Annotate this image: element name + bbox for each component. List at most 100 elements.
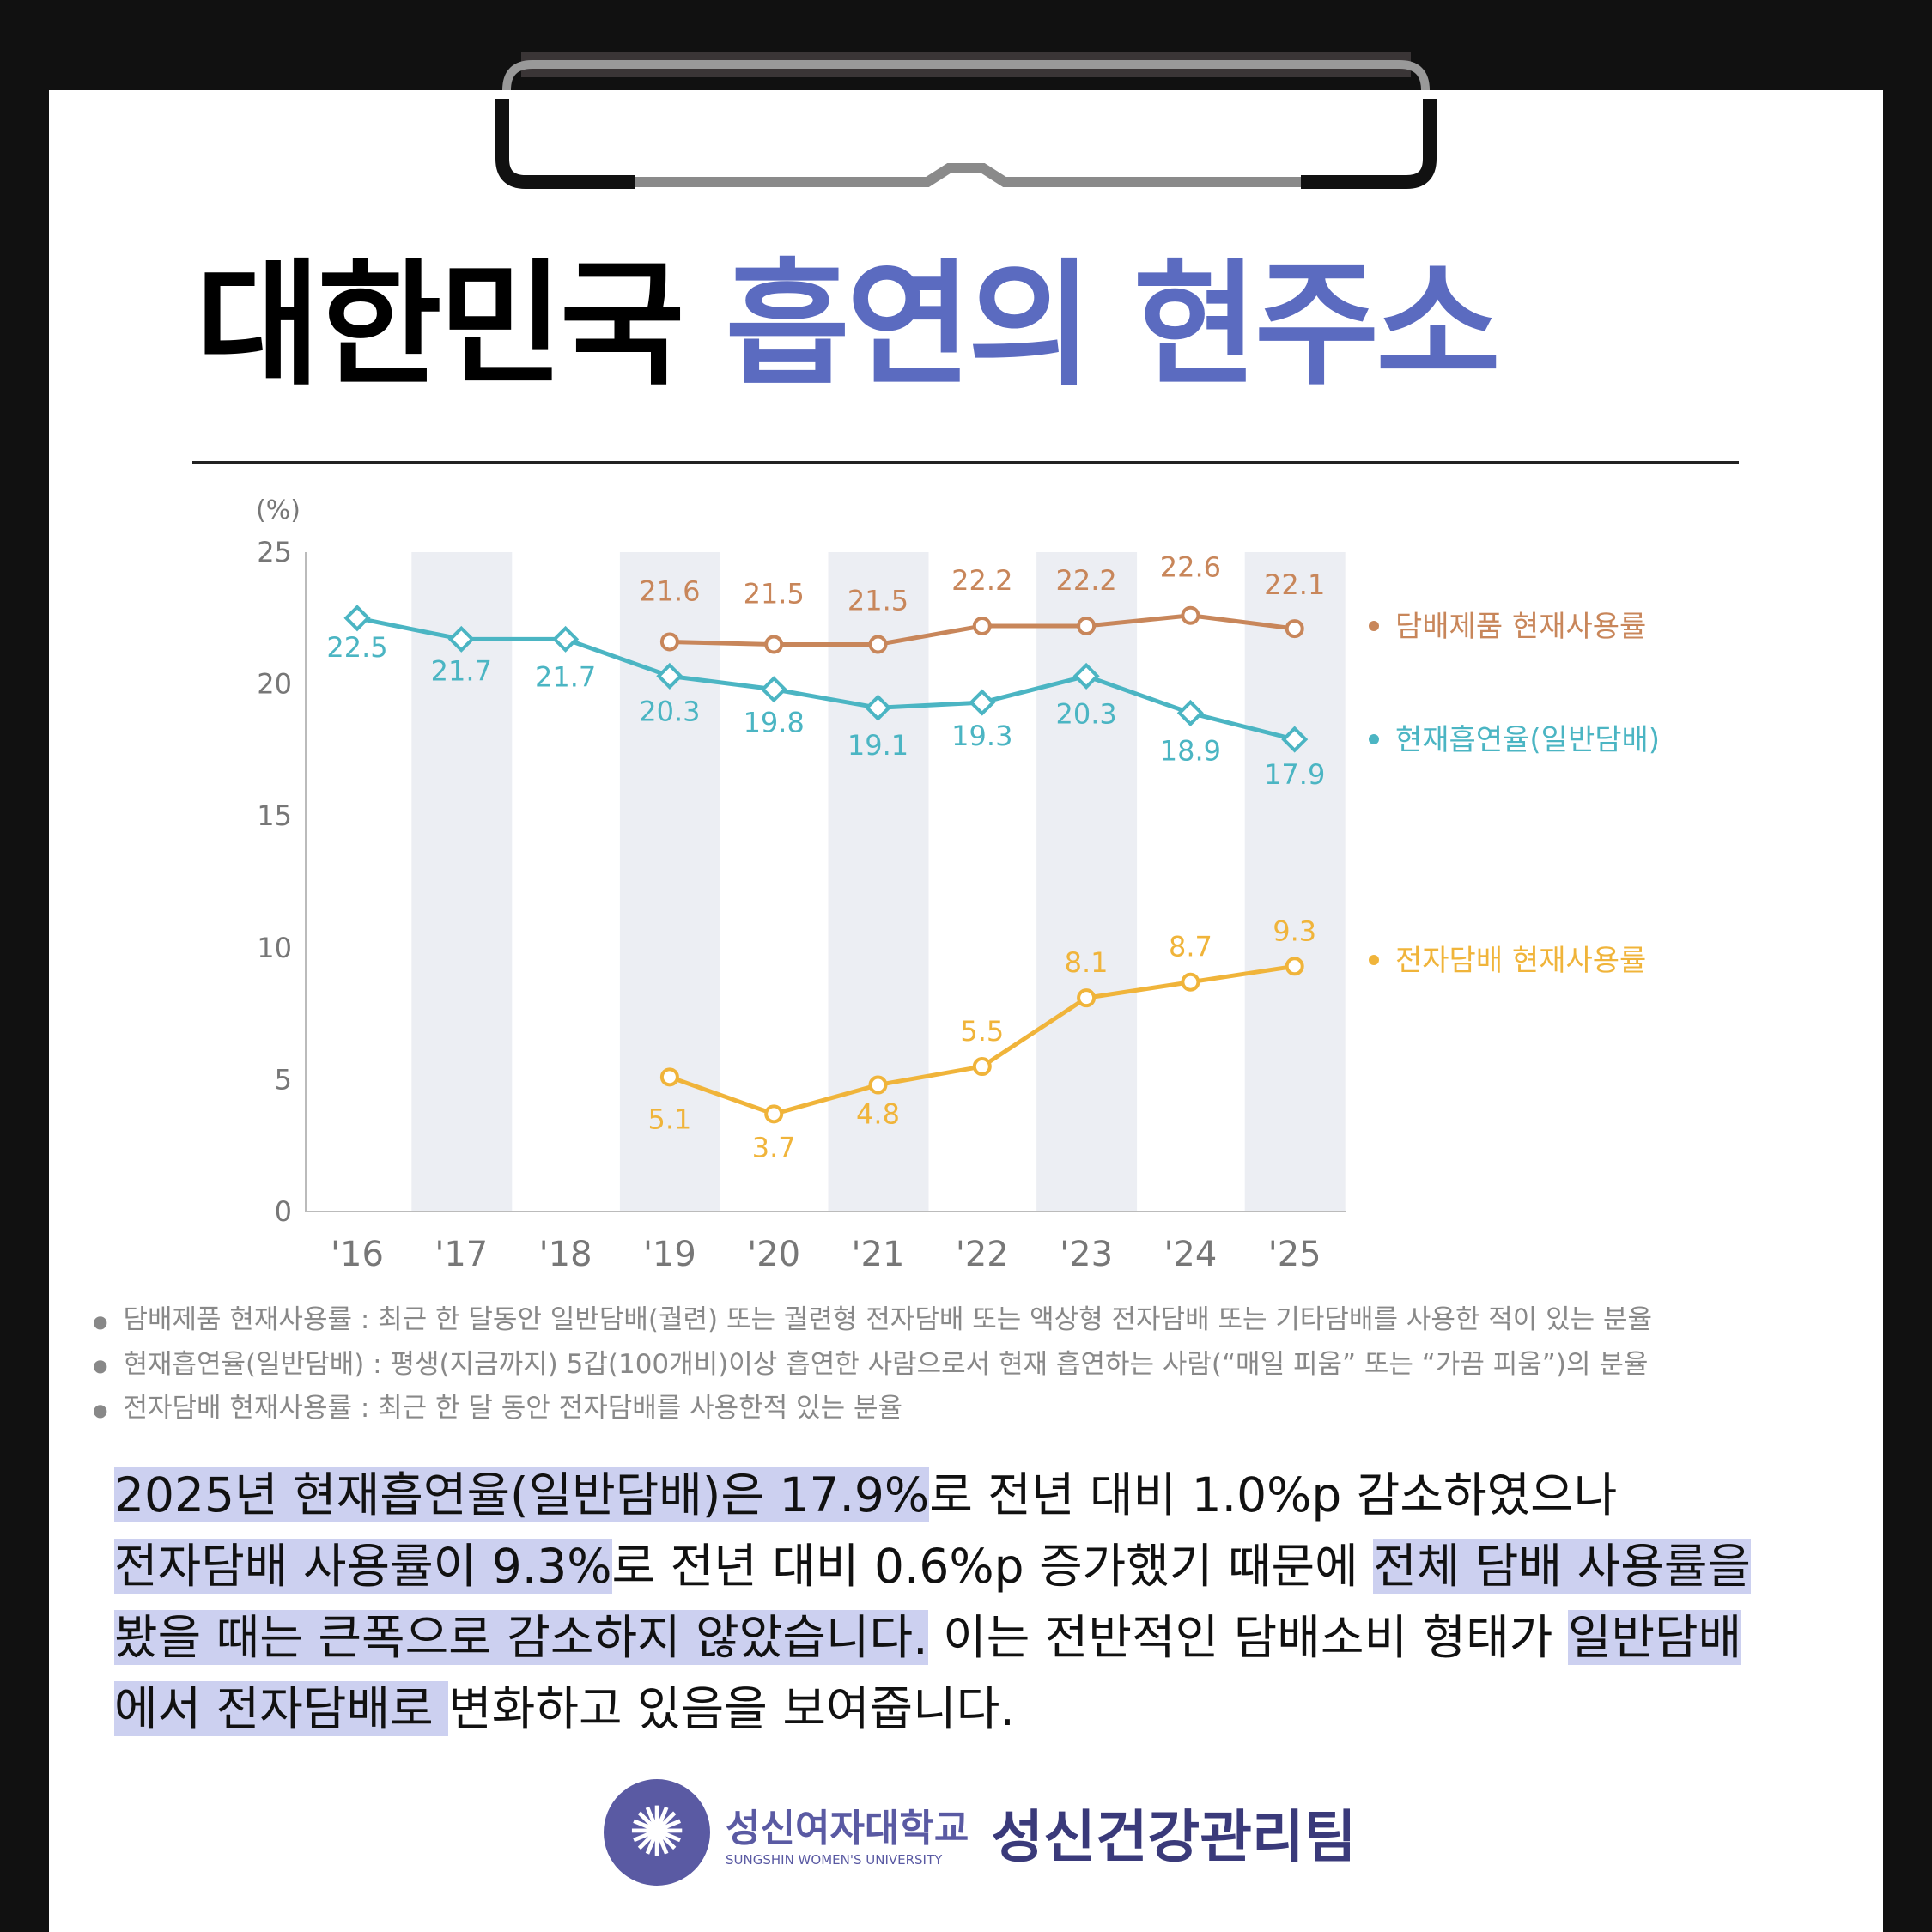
- text: 로 전년 대비 1.0%p 감소하였으나: [929, 1467, 1618, 1522]
- data-label: 4.8: [856, 1098, 900, 1131]
- data-point: [972, 1057, 992, 1077]
- data-label: 17.9: [1264, 758, 1325, 791]
- data-point: [1181, 972, 1200, 992]
- title-blue: 흡연의 현주소: [725, 246, 1500, 404]
- x-tick-label: '20: [747, 1235, 800, 1274]
- x-tick-label: '25: [1268, 1235, 1321, 1274]
- highlight: 2025년 현재흡연율(일반담배)은 17.9%: [114, 1467, 930, 1522]
- data-label: 22.2: [951, 564, 1012, 597]
- data-point: [1077, 988, 1097, 1008]
- y-axis-label: (%): [256, 495, 301, 526]
- data-point: [1181, 605, 1200, 625]
- legend-marker: [1369, 621, 1379, 631]
- highlight: 일반담배: [1567, 1610, 1742, 1665]
- title-black: 대한민국: [196, 246, 684, 404]
- data-point: [1285, 957, 1304, 976]
- data-label: 20.3: [639, 695, 700, 727]
- data-point: [659, 1067, 679, 1087]
- x-tick-label: '17: [434, 1235, 488, 1274]
- page-title: 대한민국 흡연의 현주소: [196, 258, 1501, 393]
- footer-logo: ✺ 성신여자대학교 SUNGSHIN WOMEN'S UNIVERSITY 성신건…: [604, 1779, 1356, 1886]
- x-tick-label: '16: [331, 1235, 384, 1274]
- team-name: 성신건강관리팀: [991, 1804, 1357, 1870]
- university-name-en: SUNGSHIN WOMEN'S UNIVERSITY: [726, 1852, 943, 1868]
- column-band: [411, 552, 513, 1212]
- data-label: 5.1: [647, 1103, 691, 1135]
- legend-marker: [1369, 734, 1379, 744]
- x-tick-label: '22: [956, 1235, 1009, 1274]
- y-tick-label: 0: [275, 1195, 292, 1228]
- data-point: [1176, 699, 1204, 726]
- y-tick-label: 15: [257, 799, 292, 832]
- data-point: [868, 635, 888, 654]
- data-label: 21.7: [535, 660, 596, 693]
- legend-label: 전자담배 현재사용률: [1395, 944, 1646, 978]
- data-label: 22.2: [1055, 564, 1116, 597]
- legend-label: 현재흡연율(일반담배): [1395, 723, 1660, 757]
- y-tick-label: 5: [275, 1063, 292, 1096]
- column-band: [828, 552, 929, 1212]
- data-label: 21.5: [848, 585, 908, 617]
- data-point: [972, 617, 992, 636]
- column-band: [1036, 552, 1138, 1212]
- university-emblem-icon: ✺: [604, 1779, 710, 1886]
- y-tick-label: 25: [257, 536, 292, 568]
- data-label: 21.5: [744, 578, 805, 611]
- data-point: [969, 689, 996, 716]
- x-tick-label: '18: [539, 1235, 592, 1274]
- column-band: [619, 552, 720, 1212]
- data-point: [764, 1104, 784, 1124]
- line-chart: (%) 0 5 10 15 20 25 '16 '17 '18 '19 '20 '21 '22 '23 '24…: [256, 495, 1660, 1274]
- data-label: 5.5: [960, 1015, 1004, 1048]
- divider: [192, 461, 1739, 464]
- y-tick-label: 20: [257, 668, 292, 701]
- highlight: 에서 전자담배로: [114, 1681, 449, 1736]
- note: 담배제품 현재사용률 : 최근 한 달동안 일반담배(궐련) 또는 궐련형 전자…: [93, 1298, 1652, 1343]
- data-label: 20.3: [1055, 697, 1116, 730]
- highlight: 전체 담배 사용률을: [1373, 1539, 1752, 1594]
- text: 이는 전반적인 담배소비 형태가: [927, 1610, 1568, 1665]
- footnotes: 담배제품 현재사용률 : 최근 한 달동안 일반담배(궐련) 또는 궐련형 전자…: [93, 1298, 1652, 1431]
- text: 변화하고 있음을 보여줍니다.: [448, 1681, 1015, 1736]
- data-label: 3.7: [752, 1131, 796, 1163]
- x-tick-label: '24: [1163, 1235, 1217, 1274]
- data-point: [1285, 619, 1304, 639]
- highlight: 전자담배 사용률이 9.3%: [114, 1539, 612, 1594]
- legend-label: 담배제품 현재사용률: [1395, 610, 1646, 644]
- data-label: 21.6: [639, 574, 700, 607]
- x-tick-label: '23: [1060, 1235, 1113, 1274]
- data-point: [552, 625, 580, 653]
- university-name: 성신여자대학교: [726, 1807, 969, 1850]
- data-point: [864, 694, 892, 721]
- data-point: [868, 1075, 888, 1095]
- data-label: 18.9: [1160, 734, 1221, 767]
- data-point: [656, 662, 683, 690]
- note: 전자담배 현재사용률 : 최근 한 달 동안 전자담배를 사용한적 있는 분율: [93, 1387, 1652, 1431]
- data-point: [1077, 617, 1097, 636]
- summary-paragraph: 2025년 현재흡연율(일반담배)은 17.9%로 전년 대비 1.0%p 감소…: [114, 1460, 1752, 1745]
- data-point: [659, 632, 679, 652]
- note: 현재흡연율(일반담배) : 평생(지금까지) 5갑(100개비)이상 흡연한 사…: [93, 1343, 1652, 1388]
- data-label: 19.3: [951, 720, 1012, 752]
- data-label: 19.8: [744, 707, 805, 739]
- data-point: [764, 635, 784, 654]
- x-tick-label: '21: [852, 1235, 905, 1274]
- data-label: 21.7: [431, 654, 492, 687]
- text: 로 전년 대비 0.6%p 증가했기 때문에: [611, 1539, 1374, 1594]
- data-point: [447, 625, 475, 653]
- legend-marker: [1369, 955, 1379, 965]
- data-point: [343, 605, 371, 632]
- data-label: 22.5: [326, 631, 387, 664]
- highlight: 봤을 때는 큰폭으로 감소하지 않았습니다.: [114, 1610, 928, 1665]
- data-label: 8.1: [1065, 946, 1109, 979]
- x-tick-label: '19: [643, 1235, 696, 1274]
- data-label: 22.6: [1160, 551, 1221, 584]
- data-label: 8.7: [1169, 931, 1212, 963]
- data-point: [1281, 726, 1309, 753]
- y-tick-label: 10: [257, 932, 292, 964]
- data-label: 19.1: [848, 729, 908, 762]
- data-label: 22.1: [1264, 568, 1325, 601]
- column-band: [1244, 552, 1346, 1212]
- data-point: [760, 676, 787, 703]
- data-label: 9.3: [1273, 914, 1316, 947]
